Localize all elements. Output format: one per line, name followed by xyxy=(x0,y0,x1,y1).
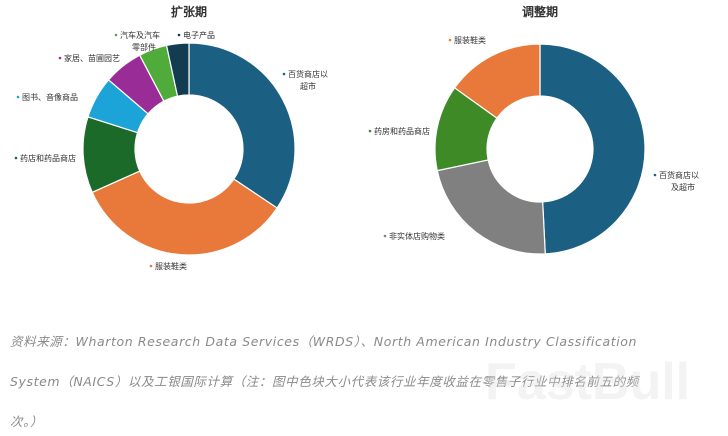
legend-dot xyxy=(368,129,372,133)
legend-dot xyxy=(14,156,18,160)
donut-slice xyxy=(165,42,190,97)
donut-charts: 扩张期百货商店以超市服装鞋类药店和药品商店图书、音像商品家居、苗圃园艺汽车及汽车… xyxy=(14,4,699,271)
slice-label: 超市 xyxy=(300,81,316,91)
legend-dot xyxy=(282,72,286,76)
slice-label: 药店和药品商店 xyxy=(20,153,76,163)
slice-label: 百货商店以 xyxy=(288,69,328,79)
slice-label: 家居、苗圃园艺 xyxy=(64,53,120,63)
legend-dot xyxy=(149,264,153,268)
chart-title: 调整期 xyxy=(522,4,558,19)
legend-dot xyxy=(58,56,62,60)
slice-label: 服装鞋类 xyxy=(155,261,187,271)
donut-slice xyxy=(188,42,296,209)
legend-dot xyxy=(448,38,452,42)
source-caption-line-2: System（NAICS）以及工银国际计算（注：图中色块大小代表该行业年度收益在… xyxy=(10,374,639,389)
legend-dot xyxy=(114,33,118,37)
legend-dot xyxy=(383,234,387,238)
watermark-logo: FastBull xyxy=(485,353,691,411)
legend-dot xyxy=(177,33,181,37)
slice-label: 及超市 xyxy=(671,182,695,192)
slice-label: 零部件 xyxy=(132,42,156,52)
chart-title: 扩张期 xyxy=(171,4,207,19)
legend-dot xyxy=(16,95,20,99)
slice-label: 服装鞋类 xyxy=(454,35,486,45)
source-caption-line-1: 资料来源：Wharton Research Data Services（WRDS… xyxy=(10,334,638,349)
slice-label: 非实体店购物类 xyxy=(389,231,445,241)
donut-slice xyxy=(91,170,278,256)
slice-label: 电子产品 xyxy=(183,30,215,40)
donut-slice xyxy=(453,43,541,119)
donut-slice xyxy=(436,159,546,255)
donut-slice xyxy=(539,43,646,255)
slice-label: 图书、音像商品 xyxy=(22,92,78,102)
slice-label: 百货商店以 xyxy=(659,170,699,180)
legend-dot xyxy=(653,173,657,177)
source-caption-line-3: 次。） xyxy=(10,414,44,429)
slice-label: 汽车及汽车 xyxy=(120,30,160,40)
slice-label: 药房和药品商店 xyxy=(374,126,430,136)
